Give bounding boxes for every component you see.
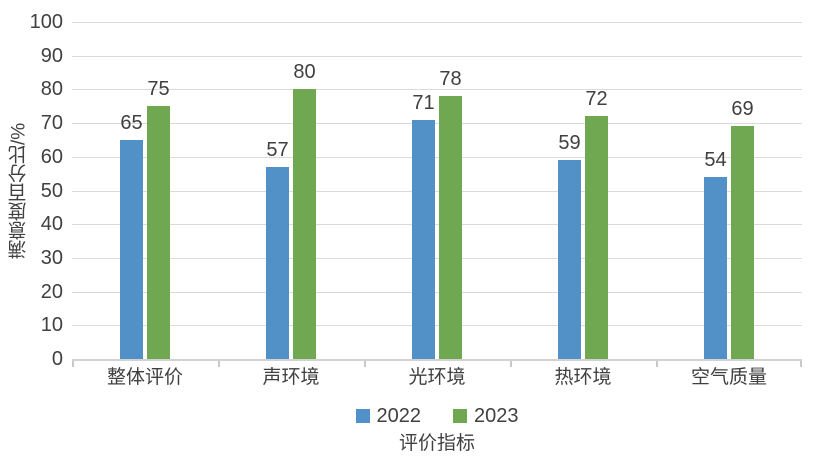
y-tick-label: 40	[40, 213, 63, 236]
value-label: 78	[439, 68, 462, 91]
y-tick-label: 0	[51, 348, 63, 370]
x-axis-category-labels: 整体评价 声环境 光环境 热环境 空气质量	[72, 366, 802, 390]
y-tick-label: 30	[40, 246, 63, 269]
category-label: 光环境	[408, 367, 466, 388]
y-tick-label: 20	[40, 280, 63, 303]
legend-label: 2022	[376, 405, 422, 427]
gridline	[72, 156, 802, 158]
value-label: 69	[731, 98, 754, 121]
value-label: 71	[412, 91, 435, 114]
bar-2022-光环境	[412, 119, 435, 359]
gridline	[72, 123, 802, 125]
category-label: 整体评价	[106, 367, 183, 388]
x-axis-tick	[364, 361, 366, 367]
x-axis-tick	[656, 361, 658, 367]
x-axis-tick	[800, 361, 802, 367]
y-tick-label: 90	[40, 44, 63, 67]
bar-2023-光环境	[439, 96, 462, 359]
value-label: 57	[266, 138, 289, 161]
bar-2023-热环境	[585, 116, 608, 359]
bar-2022-声环境	[266, 166, 289, 359]
legend-swatch-icon	[453, 409, 467, 423]
legend-label: 2023	[474, 405, 519, 427]
category-label: 声环境	[262, 367, 320, 388]
category-label: 空气质量	[690, 367, 767, 388]
legend-item-2023: 2023	[453, 404, 519, 428]
bar-2022-空气质量	[704, 177, 727, 359]
value-label: 65	[120, 111, 143, 134]
y-tick-label: 70	[40, 112, 63, 135]
bar-2022-热环境	[558, 160, 581, 359]
y-tick-label: 100	[29, 11, 63, 33]
legend-item-2022: 2022	[355, 404, 422, 428]
gridline	[72, 325, 802, 327]
category-label: 热环境	[554, 367, 612, 388]
y-tick-label: 50	[40, 179, 63, 202]
value-label: 72	[585, 88, 608, 111]
plot-area: 65 75 57 80 71 78 59 72 54 69	[72, 22, 802, 367]
x-axis-tick	[218, 361, 220, 367]
bar-2023-整体评价	[147, 106, 170, 359]
value-label: 80	[293, 61, 316, 84]
bar-2023-空气质量	[731, 126, 754, 359]
x-axis-tick	[72, 361, 74, 367]
bar-2023-声环境	[293, 89, 316, 359]
value-label: 75	[147, 78, 170, 101]
y-tick-label: 80	[40, 78, 63, 101]
value-label: 54	[704, 149, 727, 172]
y-tick-label: 10	[40, 314, 63, 337]
gridline	[72, 89, 802, 91]
legend: 2022 2023	[72, 404, 802, 428]
gridline	[72, 291, 802, 293]
value-label: 59	[558, 132, 581, 155]
gridline	[72, 55, 802, 57]
x-axis-tick	[510, 361, 512, 367]
gridline	[72, 224, 802, 226]
bar-2022-整体评价	[120, 139, 143, 359]
gridline	[72, 190, 802, 192]
legend-swatch-icon	[355, 409, 370, 423]
x-axis-title: 评价指标	[398, 433, 475, 454]
y-tick-label: 60	[40, 145, 63, 168]
gridline	[72, 22, 802, 23]
gridline	[72, 257, 802, 259]
